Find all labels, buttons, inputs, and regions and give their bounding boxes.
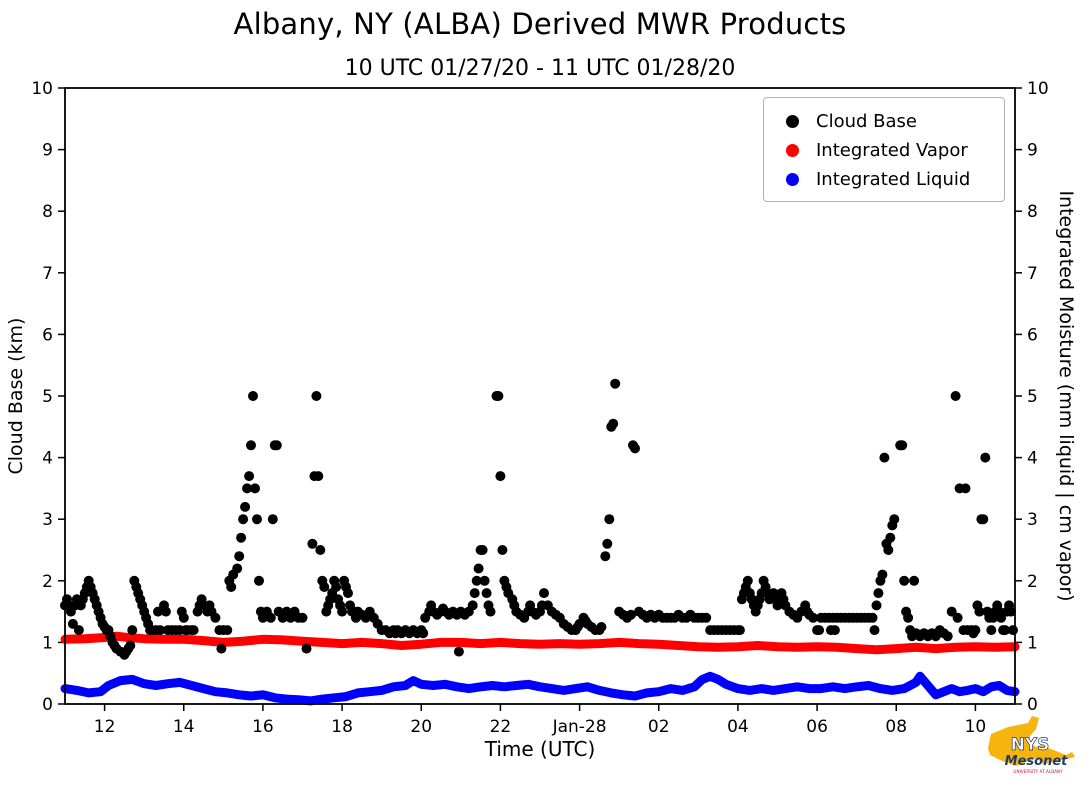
svg-text:8: 8 (1027, 202, 1038, 222)
svg-text:9: 9 (42, 141, 53, 161)
svg-text:7: 7 (1027, 264, 1038, 284)
svg-text:10: 10 (965, 717, 987, 737)
cloud-base-marker-icon (786, 115, 799, 128)
svg-text:3: 3 (42, 510, 53, 530)
svg-text:4: 4 (1027, 449, 1038, 469)
svg-text:18: 18 (331, 717, 353, 737)
svg-text:8: 8 (42, 202, 53, 222)
logo-state-shape (988, 716, 1075, 766)
legend-item-integrated-vapor: Integrated Vapor (764, 136, 1004, 165)
svg-text:10: 10 (1027, 79, 1049, 99)
integrated-liquid-marker-icon (786, 173, 799, 186)
svg-text:14: 14 (173, 717, 195, 737)
svg-text:16: 16 (252, 717, 274, 737)
chart-subtitle: 10 UTC 01/27/20 - 11 UTC 01/28/20 (344, 56, 736, 81)
logo-text-mesonet: Mesonet (1005, 754, 1068, 769)
svg-text:02: 02 (648, 717, 670, 737)
svg-text:22: 22 (490, 717, 512, 737)
svg-text:08: 08 (885, 717, 907, 737)
legend-item-cloud-base: Cloud Base (764, 107, 1004, 136)
chart-title: Albany, NY (ALBA) Derived MWR Products (233, 7, 847, 41)
svg-text:4: 4 (42, 449, 53, 469)
x-axis-label: Time (UTC) (484, 737, 596, 761)
legend-label-cloud-base: Cloud Base (816, 111, 917, 132)
svg-text:20: 20 (410, 717, 432, 737)
svg-text:2: 2 (1027, 572, 1038, 592)
svg-text:0: 0 (42, 695, 53, 715)
svg-text:10: 10 (31, 79, 53, 99)
svg-text:5: 5 (42, 387, 53, 407)
integrated-vapor-marker-icon (786, 144, 799, 157)
svg-text:1: 1 (42, 633, 53, 653)
logo-text-nys: NYS (1011, 735, 1050, 755)
svg-text:6: 6 (42, 325, 53, 345)
svg-text:3: 3 (1027, 510, 1038, 530)
nys-mesonet-logo: NYS Mesonet UNIVERSITY AT ALBANY (988, 716, 1075, 774)
svg-text:6: 6 (1027, 325, 1038, 345)
svg-text:0: 0 (1027, 695, 1038, 715)
svg-text:1: 1 (1027, 633, 1038, 653)
legend-item-integrated-liquid: Integrated Liquid (764, 165, 1004, 194)
svg-text:06: 06 (806, 717, 828, 737)
legend: Cloud Base Integrated Vapor Integrated L… (763, 97, 1005, 202)
y-axis-label-right: Integrated Moisture (mm liquid | cm vapo… (1055, 190, 1077, 602)
y-axis-label-left: Cloud Base (km) (5, 317, 27, 475)
legend-label-integrated-vapor: Integrated Vapor (816, 140, 968, 161)
logo-tagline: UNIVERSITY AT ALBANY (1013, 769, 1063, 774)
svg-text:5: 5 (1027, 387, 1038, 407)
legend-label-integrated-liquid: Integrated Liquid (816, 169, 971, 190)
svg-text:12: 12 (94, 717, 116, 737)
svg-text:04: 04 (727, 717, 749, 737)
svg-text:2: 2 (42, 572, 53, 592)
svg-text:7: 7 (42, 264, 53, 284)
svg-text:Jan-28: Jan-28 (552, 717, 607, 737)
svg-text:9: 9 (1027, 141, 1038, 161)
